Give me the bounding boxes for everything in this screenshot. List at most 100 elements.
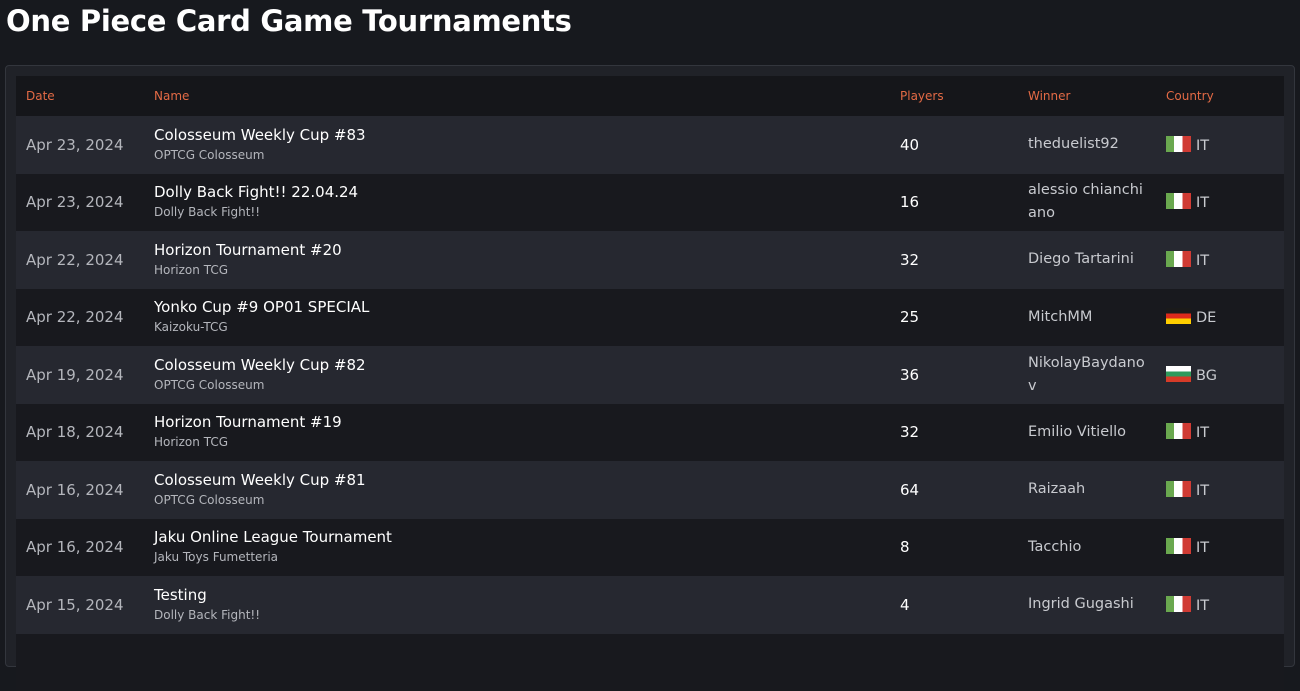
winner-cell: MitchMM xyxy=(1018,289,1156,347)
tournament-name-link[interactable]: Dolly Back Fight!! 22.04.24 xyxy=(154,182,880,202)
winner-name[interactable]: Raizaah xyxy=(1028,481,1085,497)
country-cell: IT xyxy=(1156,404,1284,462)
table-row[interactable]: Apr 16, 2024 Jaku Online League Tourname… xyxy=(16,519,1284,577)
winner-cell: alessio chianchiano xyxy=(1018,174,1156,232)
date-cell: Apr 23, 2024 xyxy=(16,116,144,174)
date-cell: Apr 18, 2024 xyxy=(16,404,144,462)
players-cell: 8 xyxy=(890,519,1018,577)
tournament-name-link[interactable]: Colosseum Weekly Cup #83 xyxy=(154,125,880,145)
partial-row xyxy=(16,634,1284,691)
organizer-name: OPTCG Colosseum xyxy=(154,375,880,395)
column-header-players[interactable]: Players xyxy=(890,76,1018,116)
players-cell: 32 xyxy=(890,231,1018,289)
organizer-name: Jaku Toys Fumetteria xyxy=(154,547,880,567)
page-title: One Piece Card Game Tournaments xyxy=(6,2,572,40)
winner-cell: NikolayBaydanov xyxy=(1018,346,1156,404)
date-cell: Apr 15, 2024 xyxy=(16,576,144,634)
date-cell: Apr 23, 2024 xyxy=(16,174,144,232)
winner-name[interactable]: Tacchio xyxy=(1028,539,1081,555)
country-cell: IT xyxy=(1156,231,1284,289)
country-code: IT xyxy=(1196,540,1209,556)
winner-name[interactable]: theduelist92 xyxy=(1028,136,1119,152)
date-cell: Apr 22, 2024 xyxy=(16,289,144,347)
organizer-name: Kaizoku-TCG xyxy=(154,317,880,337)
column-header-country[interactable]: Country xyxy=(1156,76,1284,116)
players-cell: 4 xyxy=(890,576,1018,634)
tournament-name-link[interactable]: Colosseum Weekly Cup #81 xyxy=(154,470,880,490)
country-code: IT xyxy=(1196,425,1209,441)
country-cell: IT xyxy=(1156,116,1284,174)
tournament-name-link[interactable]: Testing xyxy=(154,585,880,605)
flag-icon xyxy=(1166,423,1191,439)
flag-icon xyxy=(1166,366,1191,382)
flag-icon xyxy=(1166,538,1191,554)
tournament-name-link[interactable]: Horizon Tournament #19 xyxy=(154,412,880,432)
flag-icon xyxy=(1166,481,1191,497)
winner-name[interactable]: Ingrid Gugashi xyxy=(1028,596,1134,612)
organizer-name: Horizon TCG xyxy=(154,432,880,452)
winner-cell: theduelist92 xyxy=(1018,116,1156,174)
table-header: Date Name Players Winner Country xyxy=(16,76,1284,116)
flag-icon xyxy=(1166,193,1191,209)
country-cell: IT xyxy=(1156,174,1284,232)
winner-cell: Emilio Vitiello xyxy=(1018,404,1156,462)
tournament-name-link[interactable]: Colosseum Weekly Cup #82 xyxy=(154,355,880,375)
country-cell: IT xyxy=(1156,519,1284,577)
tournaments-panel: Date Name Players Winner Country Apr 23,… xyxy=(5,65,1295,667)
date-cell: Apr 16, 2024 xyxy=(16,519,144,577)
country-code: IT xyxy=(1196,253,1209,269)
country-cell: BG xyxy=(1156,346,1284,404)
winner-cell: Raizaah xyxy=(1018,461,1156,519)
flag-icon xyxy=(1166,136,1191,152)
organizer-name: OPTCG Colosseum xyxy=(154,490,880,510)
tournament-name-link[interactable]: Horizon Tournament #20 xyxy=(154,240,880,260)
date-cell: Apr 19, 2024 xyxy=(16,346,144,404)
country-cell: IT xyxy=(1156,461,1284,519)
winner-name[interactable]: NikolayBaydanov xyxy=(1028,355,1145,394)
table-row[interactable]: Apr 23, 2024 Dolly Back Fight!! 22.04.24… xyxy=(16,174,1284,232)
players-cell: 32 xyxy=(890,404,1018,462)
winner-name[interactable]: MitchMM xyxy=(1028,309,1092,325)
winner-name[interactable]: alessio chianchiano xyxy=(1028,182,1143,221)
winner-cell: Tacchio xyxy=(1018,519,1156,577)
country-code: DE xyxy=(1196,310,1216,326)
country-cell: IT xyxy=(1156,576,1284,634)
flag-icon xyxy=(1166,251,1191,267)
country-code: IT xyxy=(1196,598,1209,614)
winner-name[interactable]: Emilio Vitiello xyxy=(1028,424,1126,440)
winner-cell: Diego Tartarini xyxy=(1018,231,1156,289)
country-code: BG xyxy=(1196,368,1217,384)
tournament-name-link[interactable]: Yonko Cup #9 OP01 SPECIAL xyxy=(154,297,880,317)
organizer-name: Horizon TCG xyxy=(154,260,880,280)
organizer-name: Dolly Back Fight!! xyxy=(154,605,880,625)
column-header-name[interactable]: Name xyxy=(144,76,890,116)
players-cell: 40 xyxy=(890,116,1018,174)
tournament-name-link[interactable]: Jaku Online League Tournament xyxy=(154,527,880,547)
country-code: IT xyxy=(1196,483,1209,499)
country-code: IT xyxy=(1196,195,1209,211)
organizer-name: OPTCG Colosseum xyxy=(154,145,880,165)
column-header-winner[interactable]: Winner xyxy=(1018,76,1156,116)
winner-name[interactable]: Diego Tartarini xyxy=(1028,251,1134,267)
date-cell: Apr 16, 2024 xyxy=(16,461,144,519)
date-cell: Apr 22, 2024 xyxy=(16,231,144,289)
players-cell: 25 xyxy=(890,289,1018,347)
flag-icon xyxy=(1166,596,1191,612)
winner-cell: Ingrid Gugashi xyxy=(1018,576,1156,634)
column-header-date[interactable]: Date xyxy=(16,76,144,116)
table-row[interactable] xyxy=(16,634,1284,691)
players-cell: 64 xyxy=(890,461,1018,519)
